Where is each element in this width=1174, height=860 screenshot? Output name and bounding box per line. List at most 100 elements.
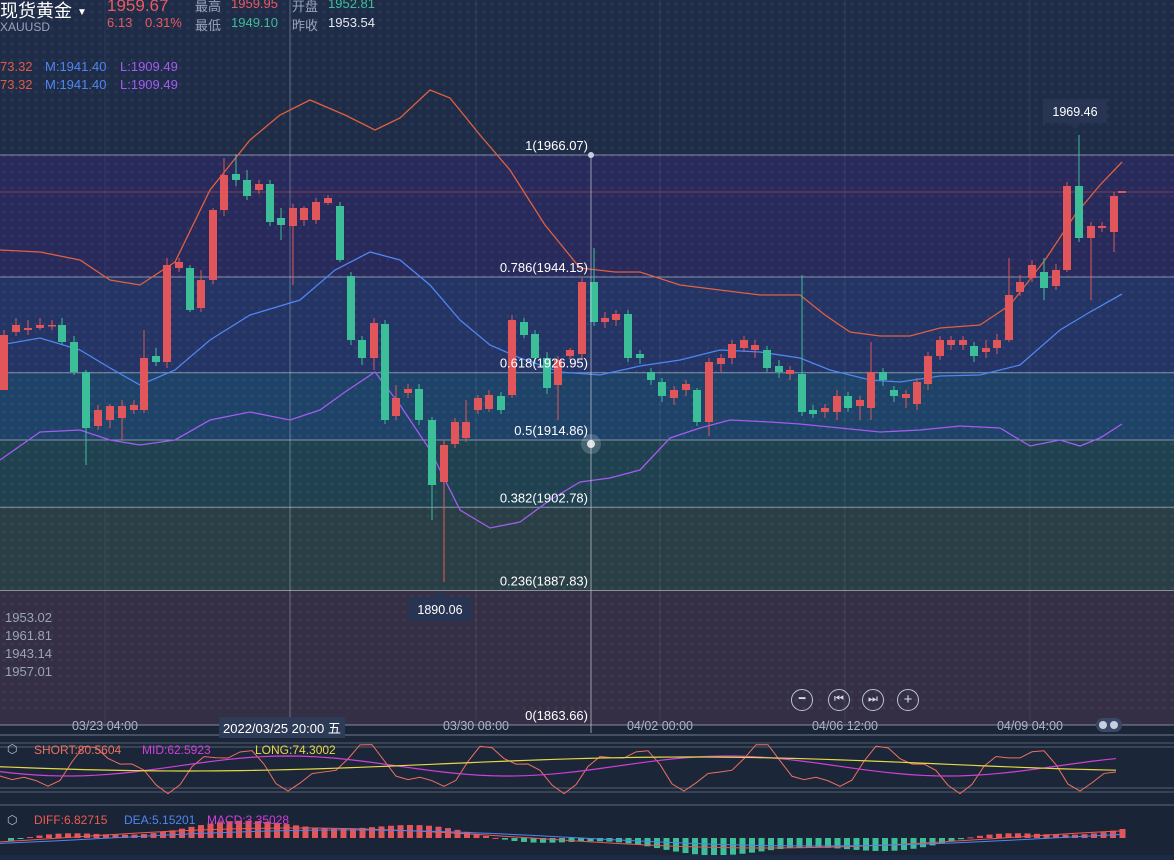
candle-body [612,314,620,320]
macd-bar [1062,834,1069,838]
candle-body [1052,270,1060,286]
indicator-settings-button-1[interactable]: ⬡ [7,742,21,756]
side-value-1: 1953.02 [5,610,52,625]
instrument-title-button[interactable]: 现货黄金 ▼ [0,0,87,23]
indicator-panel-1 [0,734,1174,805]
candle-body [717,358,725,364]
macd-bar [8,838,14,841]
macd-bar [321,828,328,838]
bollinger-bands [0,89,1123,529]
candle-body [404,389,412,393]
x-tick-label: 03/23 04:00 [72,719,138,733]
candle-body [243,180,251,196]
candle-body [462,422,470,438]
jump-end-button[interactable]: ⏭ [862,689,884,711]
trough-callout-pointer [434,591,446,597]
candle-body [255,184,263,190]
macd-bar [948,838,955,842]
macd-bar [169,830,176,838]
candle-body [24,328,32,330]
fib-anchor-top [588,152,594,158]
macd-bar [331,828,337,838]
candle-body [232,174,240,180]
zoom-in-button[interactable]: + [897,689,919,711]
candle-body [682,384,690,390]
candle-body [163,265,171,362]
macd-bar [492,837,499,839]
macd-bar [568,838,575,842]
macd-bar [701,838,708,855]
short-line [0,744,1117,795]
x-tick-label: 03/30 08:00 [443,719,509,733]
candle-body [809,410,817,414]
macd-bar [473,833,480,838]
macd-bar [55,833,62,838]
candle-body [347,276,355,340]
candle-body [578,282,586,354]
candle-body [300,208,308,220]
candle-body [554,360,562,385]
candle-body [48,325,56,327]
candle-body [428,420,436,485]
macd-bar [777,838,784,850]
instrument-title: 现货黄金 [0,1,72,21]
macd-bar [198,825,204,838]
x-tick-label: 04/06 12:00 [812,719,878,733]
side-value-3: 1943.14 [5,646,52,661]
trough-callout-box [408,597,472,621]
candle-body [451,422,459,444]
map-dot-background [0,0,1174,715]
candle-body [844,396,852,408]
candle-body [902,394,910,398]
candle-body [289,208,297,226]
high-label: 最高 [195,0,222,14]
macd-bar [644,838,651,847]
macd-bar [768,838,774,851]
macd-bar [872,838,879,851]
candle-body [497,396,505,410]
candle-body [775,366,783,372]
macd-bar [720,838,727,856]
toggle-indicators-button[interactable] [1096,718,1122,732]
indicator-settings-button-2[interactable]: ⬡ [7,813,21,827]
macd-bar [122,834,128,838]
macd-bar [312,827,318,838]
low-label: 最低 [195,18,222,33]
candle-body [1110,196,1118,232]
candle-body [209,210,217,280]
macd-bar [806,838,812,848]
macd-bar [226,821,233,838]
dot-icon [1099,721,1107,729]
candle-body [740,340,748,348]
candle-body [924,356,932,384]
hexagon-gear-icon: ⬡ [7,813,18,827]
macd-bar [825,838,831,848]
jump-start-button[interactable]: ⏮ [828,689,850,711]
candle-body [970,346,978,356]
macd-bar [1005,833,1012,838]
candle-body [58,325,66,342]
candle-body [670,390,678,398]
macd-bar [882,838,888,852]
candle-body [786,370,794,374]
candle-body [36,325,44,328]
candle-body [705,362,713,422]
candle-body [947,340,955,345]
zoom-out-button[interactable]: ━ [791,689,813,711]
fib-level-label: 0.236(1887.83) [500,573,588,588]
x-tick-label: 04/09 04:00 [997,719,1063,733]
candle-body [879,372,887,380]
boll-mid-readout-1: M:1941.40 [45,59,107,74]
macd-bar [1024,833,1031,838]
candle-body [312,202,320,220]
macd-bar [929,838,936,846]
instrument-symbol: XAUUSD [0,20,51,34]
candle-body [140,358,148,410]
candle-body [508,320,516,395]
candle-body [197,280,205,308]
candle-body [890,390,898,396]
candle-body [531,334,539,358]
candle-body [220,175,228,210]
